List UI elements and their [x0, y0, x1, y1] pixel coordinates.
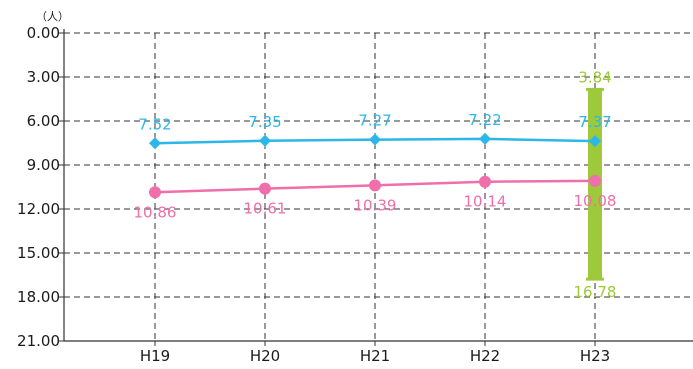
y-tick-label: 18.00: [17, 288, 60, 306]
series-2-data-label: 10.14: [464, 193, 507, 211]
series-1-point: [479, 132, 491, 145]
range-bar-min-label: 3.84: [578, 68, 611, 86]
x-tick-label: H19: [140, 347, 170, 365]
data-labels: 3.84 16.78 7.52 7.35 7.27 7.22 7.37 10.86 10.61 1…: [134, 68, 617, 301]
series-1-data-label: 7.35: [248, 113, 281, 131]
series-1-point: [259, 134, 271, 147]
x-tick-label: H20: [250, 347, 280, 365]
series-1-point: [149, 137, 161, 150]
series-2-data-label: 10.08: [574, 192, 617, 210]
series-1-point: [369, 133, 381, 146]
series-2-point: [369, 179, 381, 192]
x-tick-label: H22: [470, 347, 500, 365]
series-2-point: [149, 186, 161, 199]
y-tick-label: 21.00: [17, 332, 60, 350]
series-2-point: [259, 182, 271, 195]
series-1-data-label: 7.37: [578, 113, 611, 131]
series-1-point: [589, 135, 601, 148]
series-2-data-label: 10.39: [354, 196, 397, 214]
series-1-data-label: 7.22: [468, 111, 501, 129]
y-tick-label: 0.00: [27, 24, 60, 42]
series-group: [149, 132, 601, 199]
series-2-point: [479, 175, 491, 188]
y-tick-label: 3.00: [27, 68, 60, 86]
series-1-data-label: 7.52: [138, 115, 171, 133]
y-tick-label: 12.00: [17, 200, 60, 218]
range-bar-max-label: 16.78: [574, 283, 617, 301]
series-2-data-label: 10.86: [134, 203, 177, 221]
x-axis-labels: H19 H20 H21 H22 H23: [140, 347, 610, 365]
y-axis-unit-label: （人）: [36, 10, 69, 23]
y-axis-labels: 0.00 3.00 6.00 9.00 12.00 15.00 18.00 21.00: [17, 24, 60, 350]
chart-axes: [59, 29, 693, 346]
series-1-data-label: 7.27: [358, 112, 391, 130]
x-tick-label: H21: [360, 347, 390, 365]
series-2-point: [589, 174, 601, 187]
y-tick-label: 15.00: [17, 244, 60, 262]
y-tick-label: 6.00: [27, 112, 60, 130]
series-2-data-label: 10.61: [244, 200, 287, 218]
y-tick-label: 9.00: [27, 156, 60, 174]
x-tick-label: H23: [580, 347, 610, 365]
